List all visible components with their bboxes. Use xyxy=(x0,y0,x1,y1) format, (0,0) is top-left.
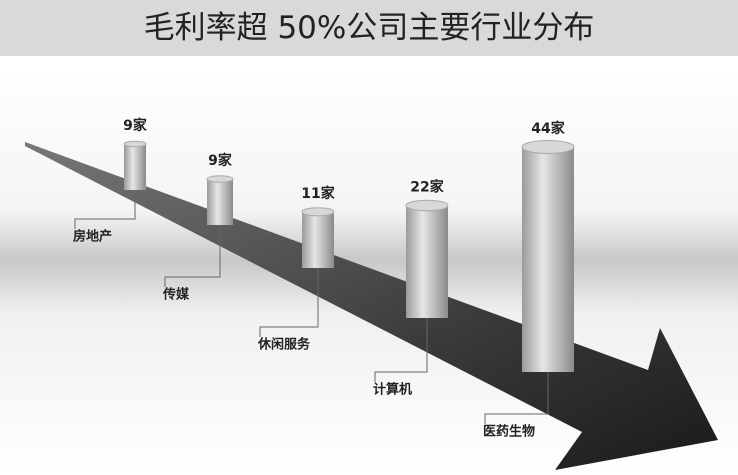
title-band xyxy=(0,0,738,56)
value-label: 11家 xyxy=(301,185,335,202)
arrow xyxy=(25,142,718,470)
value-label: 9家 xyxy=(208,152,233,169)
bar xyxy=(302,211,334,268)
category-label: 计算机 xyxy=(373,382,412,398)
bar xyxy=(207,178,233,225)
leader-line xyxy=(374,318,428,382)
bar-top xyxy=(301,207,335,217)
value-label: 22家 xyxy=(410,179,444,196)
leader-line xyxy=(74,190,136,229)
bar-top xyxy=(123,140,147,148)
leader-line xyxy=(484,372,549,424)
leader-line xyxy=(164,225,221,287)
bar xyxy=(124,143,146,190)
bar-top xyxy=(405,199,449,212)
category-label: 传媒 xyxy=(162,287,190,303)
bar-top xyxy=(206,175,234,183)
chart-title: 毛利率超 50%公司主要行业分布 xyxy=(143,10,595,46)
category-label: 医药生物 xyxy=(483,424,535,440)
leader-line xyxy=(259,268,319,337)
bar xyxy=(406,205,448,318)
value-label: 44家 xyxy=(531,120,565,137)
value-label: 9家 xyxy=(123,117,148,134)
category-label: 房地产 xyxy=(73,229,112,245)
category-label: 休闲服务 xyxy=(257,337,311,353)
bar xyxy=(522,147,574,372)
bar-top xyxy=(521,140,575,154)
